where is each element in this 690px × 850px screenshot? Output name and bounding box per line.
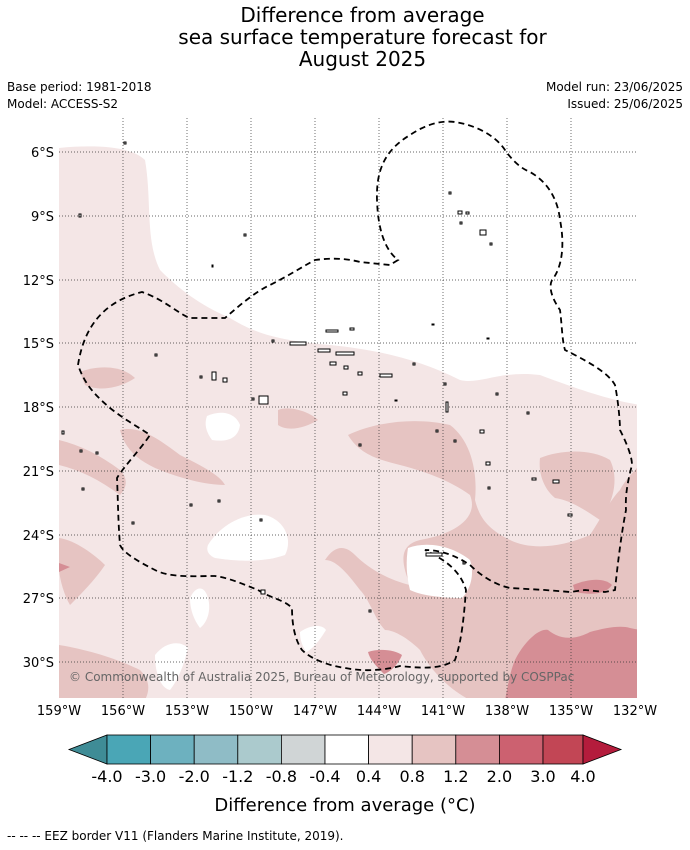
colorbar-label: 0.8 (399, 767, 424, 786)
lon-label: 156°W (101, 704, 145, 719)
colorbar-high-extension (582, 734, 623, 765)
lat-label: 27°S (23, 592, 54, 607)
colorbar-label: -0.4 (309, 767, 340, 786)
eez-border (77, 120, 633, 672)
lat-label: 21°S (23, 465, 54, 480)
lon-label: 159°W (37, 704, 81, 719)
colorbar-bin (324, 734, 369, 765)
copyright-notice: © Commonwealth of Australia 2025, Bureau… (69, 670, 574, 684)
lon-label: 144°W (357, 704, 401, 719)
colorbar-label: 2.0 (487, 767, 512, 786)
longitude-labels: 159°W 156°W 153°W 150°W 147°W 144°W 141°… (37, 704, 657, 719)
colorbar-bin (193, 734, 239, 765)
issued-date: Issued: 25/06/2025 (567, 97, 683, 111)
colorbar-bin (106, 734, 151, 765)
colorbar-label: 4.0 (570, 767, 595, 786)
lon-label: 150°W (229, 704, 273, 719)
colorbar-bin (498, 734, 544, 765)
colorbar-label: -3.0 (135, 767, 166, 786)
model-run: Model run: 23/06/2025 (545, 80, 683, 94)
lon-label: 135°W (549, 704, 593, 719)
colorbar-label: -4.0 (91, 767, 122, 786)
map-title: Difference from average sea surface temp… (0, 4, 690, 70)
lat-label: 30°S (23, 656, 54, 671)
lon-label: 141°W (421, 704, 465, 719)
meta-left: Base period: 1981-2018 Model: ACCESS-S2 (7, 79, 152, 113)
graticule (59, 118, 637, 698)
model-name: Model: ACCESS-S2 (7, 97, 119, 111)
anomaly-1.2-2.0-regions (59, 563, 637, 698)
colorbar: -4.0 -3.0 -2.0 -1.2 -0.8 -0.4 0.4 0.8 1.… (67, 734, 623, 816)
lon-label: 147°W (293, 704, 337, 719)
colorbar-label: -2.0 (179, 767, 210, 786)
neutral-anomaly-regions (155, 412, 473, 690)
eez-legend-note: -- -- -- EEZ border V11 (Flanders Marine… (7, 829, 344, 843)
latitude-labels: 6°S 9°S 12°S 15°S 18°S 21°S 24°S 27°S 30… (23, 146, 54, 671)
colorbar-bin (455, 734, 500, 765)
lat-label: 18°S (23, 401, 54, 416)
colorbar-label: 0.4 (356, 767, 381, 786)
colorbar-low-extension (67, 734, 108, 765)
islands (61, 141, 573, 613)
lat-label: 15°S (23, 337, 54, 352)
colorbar-bin (280, 734, 326, 765)
lon-label: 132°W (613, 704, 657, 719)
colorbar-label: -0.8 (266, 767, 297, 786)
title-line-2: sea surface temperature forecast for (178, 25, 547, 49)
base-period: Base period: 1981-2018 (7, 80, 152, 94)
colorbar-bin (237, 734, 282, 765)
colorbar-label: 1.2 (443, 767, 468, 786)
meta-right: Model run: 23/06/2025 Issued: 25/06/2025 (546, 79, 683, 113)
title-line-3: August 2025 (298, 47, 427, 71)
lon-label: 153°W (165, 704, 209, 719)
lon-label: 138°W (485, 704, 529, 719)
colorbar-label: 3.0 (530, 767, 555, 786)
colorbar-label: -1.2 (222, 767, 253, 786)
lat-label: 6°S (31, 146, 54, 161)
colorbar-title: Difference from average (°C) (214, 795, 475, 816)
colorbar-bin (411, 734, 457, 765)
lat-label: 24°S (23, 529, 54, 544)
colorbar-bin (368, 734, 413, 765)
title-line-1: Difference from average (240, 3, 485, 27)
lat-label: 12°S (23, 274, 54, 289)
anomaly-0.8-1.2-regions (59, 367, 637, 698)
colorbar-bin (150, 734, 195, 765)
lat-label: 9°S (31, 210, 54, 225)
colorbar-bin (542, 734, 584, 765)
map-panel: © Commonwealth of Australia 2025, Bureau… (59, 118, 637, 698)
